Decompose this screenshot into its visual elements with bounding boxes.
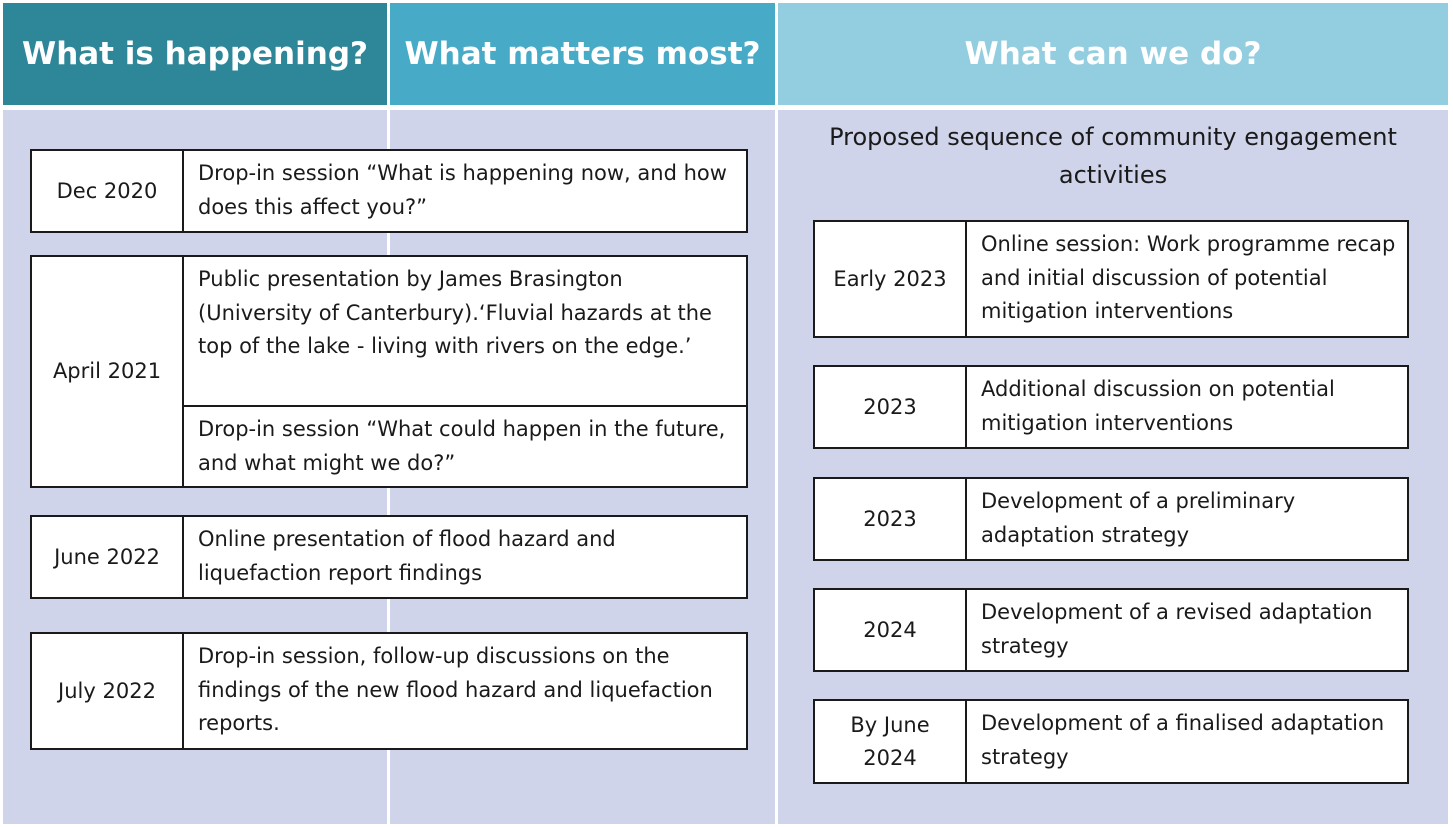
event-table-dec-2020: Dec 2020 Drop-in session “What is happen… [30, 149, 748, 233]
event-description: Drop-in session, follow-up discussions o… [198, 644, 713, 735]
proposed-table-early-2023: Early 2023 Online session: Work programm… [813, 220, 1409, 338]
proposed-description: Additional discussion on potential mitig… [981, 377, 1335, 435]
event-date: April 2021 [32, 257, 184, 486]
event-table-july-2022: July 2022 Drop-in session, follow-up dis… [30, 632, 748, 750]
event-description: Drop-in session “What is happening now, … [198, 161, 727, 219]
proposed-sequence-title: Proposed sequence of community engagemen… [829, 123, 1397, 189]
event-date: Dec 2020 [32, 151, 184, 231]
proposed-table-2024: 2024 Development of a revised adaptation… [813, 588, 1409, 672]
event-date: June 2022 [32, 517, 184, 597]
event-date: July 2022 [32, 634, 184, 748]
proposed-description: Online session: Work programme recap and… [981, 232, 1396, 323]
proposed-description: Development of a revised adaptation stra… [981, 600, 1373, 658]
proposed-table-2023-b: 2023 Development of a preliminary adapta… [813, 477, 1409, 561]
header-what-matters-most: What matters most? [390, 3, 775, 105]
event-description: Drop-in session “What could happen in th… [184, 405, 746, 486]
proposed-date: 2024 [815, 590, 967, 670]
header-what-can-we-do: What can we do? [778, 3, 1448, 105]
header-what-is-happening: What is happening? [3, 3, 387, 105]
proposed-date: Early 2023 [815, 222, 967, 336]
event-table-april-2021: April 2021 Public presentation by James … [30, 255, 748, 488]
proposed-date: By June 2024 [815, 701, 967, 782]
proposed-date: 2023 [815, 479, 967, 559]
event-description: Online presentation of flood hazard and … [198, 527, 616, 585]
event-table-june-2022: June 2022 Online presentation of flood h… [30, 515, 748, 599]
proposed-description: Development of a preliminary adaptation … [981, 489, 1296, 547]
event-description: Public presentation by James Brasington … [198, 267, 712, 358]
proposed-table-2023-a: 2023 Additional discussion on potential … [813, 365, 1409, 449]
proposed-table-june-2024: By June 2024 Development of a finalised … [813, 699, 1409, 784]
proposed-date: 2023 [815, 367, 967, 447]
proposed-description: Development of a finalised adaptation st… [981, 711, 1385, 769]
